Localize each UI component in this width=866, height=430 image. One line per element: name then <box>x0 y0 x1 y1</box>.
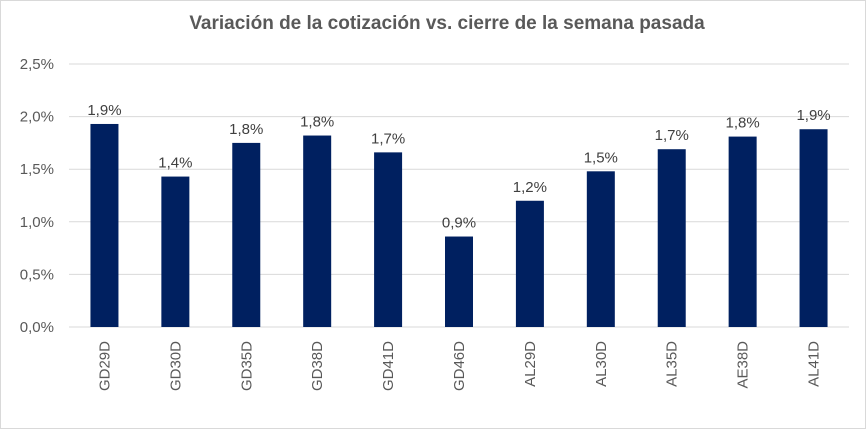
category-label: GD29D <box>96 341 113 391</box>
bars <box>90 123 828 328</box>
category-label: GD38D <box>309 341 326 391</box>
bar-al30d <box>586 171 615 327</box>
data-label: 1,8% <box>229 121 263 138</box>
data-label: 0,9% <box>442 215 476 232</box>
bar-gd30d <box>161 176 190 327</box>
category-label: AE38D <box>735 341 752 389</box>
gridlines <box>69 63 849 328</box>
y-tick-label: 2,5% <box>20 56 54 73</box>
bar-gd35d <box>232 142 261 327</box>
data-label: 1,9% <box>796 107 830 124</box>
bar-al29d <box>515 200 544 327</box>
bar-gd46d <box>445 236 473 327</box>
bar-gd29d <box>90 123 119 328</box>
data-label: 1,5% <box>584 149 618 166</box>
data-label: 1,8% <box>726 115 760 132</box>
data-label: 1,4% <box>158 155 192 172</box>
data-label: 1,8% <box>300 114 334 131</box>
category-label: GD46D <box>451 341 468 391</box>
category-label: GD41D <box>380 341 397 391</box>
y-tick-label: 1,0% <box>20 214 54 231</box>
bar-gd41d <box>374 152 403 327</box>
data-label: 1,9% <box>87 102 121 119</box>
data-label: 1,7% <box>371 130 405 147</box>
category-label: AL35D <box>664 341 681 387</box>
chart-title: Variación de la cotización vs. cierre de… <box>189 13 705 34</box>
x-axis-categories: GD29D GD30D GD35D GD38D GD41D GD46D AL29D AL30D… <box>96 341 822 391</box>
y-tick-label: 1,5% <box>20 161 54 178</box>
category-label: AL29D <box>522 341 539 387</box>
y-tick-label: 0,5% <box>20 266 54 283</box>
data-labels: 1,9% 1,4% 1,8% 1,8% 1,7% 0,9% 1,2% 1,5% 1,7% 1,8%… <box>87 102 830 232</box>
bar-ae38d <box>728 136 757 327</box>
category-label: AL41D <box>806 341 823 387</box>
category-label: GD30D <box>167 341 184 391</box>
y-tick-label: 2,0% <box>20 109 54 126</box>
data-label: 1,2% <box>513 179 547 196</box>
y-axis-ticks: 0,0% 0,5% 1,0% 1,5% 2,0% 2,5% <box>20 56 54 336</box>
category-label: GD35D <box>238 341 255 391</box>
y-tick-label: 0,0% <box>20 319 54 336</box>
bar-al41d <box>799 129 828 327</box>
bar-al35d <box>657 149 686 327</box>
category-label: AL30D <box>593 341 610 387</box>
data-label: 1,7% <box>655 127 689 144</box>
bar-gd38d <box>303 135 332 327</box>
